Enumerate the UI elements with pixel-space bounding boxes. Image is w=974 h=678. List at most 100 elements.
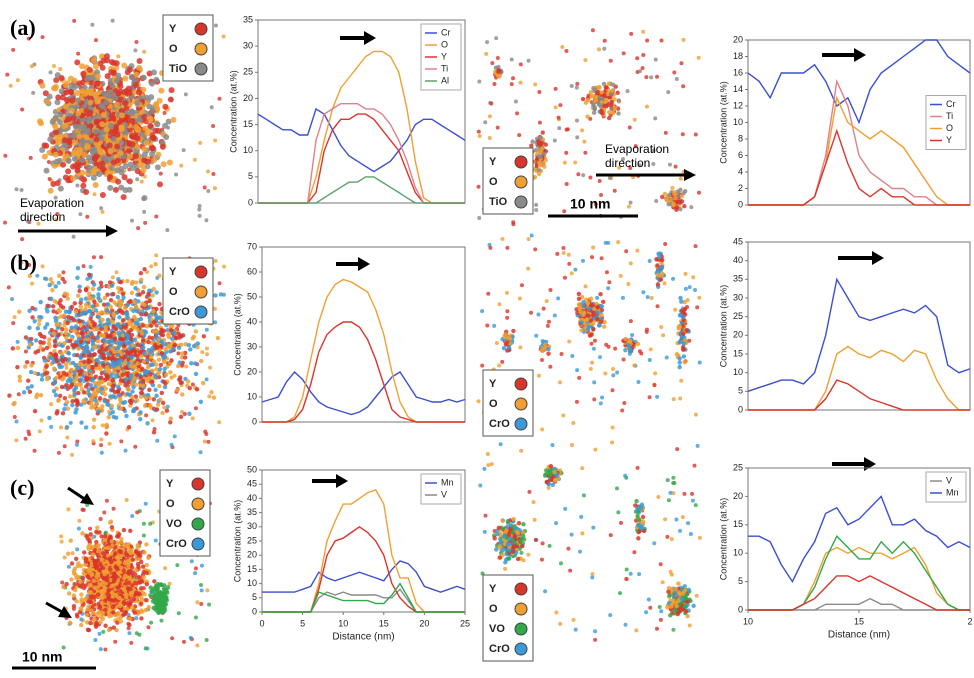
atom (135, 543, 140, 548)
atom (103, 623, 108, 628)
atom (144, 158, 151, 165)
atom (66, 357, 72, 362)
atom (477, 216, 482, 221)
atom (107, 122, 114, 129)
atom (97, 354, 103, 360)
atom (77, 518, 82, 523)
atom (99, 255, 104, 260)
atom (104, 498, 109, 503)
atom (136, 610, 142, 615)
atom (139, 601, 144, 606)
atom (143, 607, 148, 613)
atom (76, 390, 81, 396)
atom (76, 293, 81, 298)
atom (83, 134, 90, 141)
atom (139, 579, 145, 584)
atom (115, 540, 120, 545)
atom (133, 48, 138, 53)
atom (215, 335, 221, 341)
atom (157, 366, 163, 372)
atom (171, 346, 176, 351)
atom (193, 406, 198, 411)
atom (137, 591, 142, 597)
atom (185, 379, 191, 384)
atom (42, 358, 48, 363)
atom (108, 567, 113, 572)
atom (64, 335, 69, 340)
atom (113, 60, 120, 67)
atom (564, 150, 569, 155)
atom (51, 309, 56, 314)
atom (585, 114, 590, 119)
atom (681, 84, 686, 89)
atom (159, 618, 164, 623)
atom (132, 134, 139, 141)
atom (149, 264, 154, 269)
atom (27, 389, 33, 395)
atom (77, 284, 82, 289)
atom (67, 620, 73, 626)
atom (178, 414, 184, 419)
atom (99, 450, 104, 455)
atom (38, 345, 43, 351)
atom (112, 123, 119, 130)
atom (154, 214, 159, 219)
atom (144, 163, 151, 170)
atom (145, 270, 150, 275)
atom (147, 403, 153, 408)
atom (122, 100, 129, 107)
atom (158, 362, 164, 368)
atom (126, 178, 133, 185)
atom (115, 585, 120, 590)
atom (94, 73, 101, 80)
atom (151, 430, 157, 435)
atom (68, 82, 75, 89)
atom (165, 118, 172, 125)
atom (65, 116, 72, 123)
atom (195, 643, 200, 648)
atom (84, 533, 90, 539)
atom (116, 286, 121, 291)
atom (108, 333, 114, 338)
atom (64, 327, 69, 332)
atom (136, 574, 142, 580)
atom (476, 129, 481, 134)
atom (162, 384, 168, 390)
atom (141, 284, 147, 290)
atom (138, 416, 143, 422)
atom (134, 304, 139, 310)
atom (95, 302, 100, 308)
atom (644, 104, 649, 109)
atom (103, 386, 108, 391)
atom (94, 529, 99, 535)
atom (163, 134, 170, 141)
atom (653, 57, 658, 62)
atom (179, 355, 185, 360)
atom (143, 597, 149, 603)
atom (69, 561, 75, 566)
atom (187, 411, 192, 417)
atom (62, 81, 69, 88)
atom (143, 646, 148, 651)
atom (81, 264, 86, 269)
atom (130, 218, 135, 223)
atom (33, 338, 39, 343)
atom (70, 115, 77, 122)
atom (92, 323, 97, 328)
atom (76, 133, 83, 140)
atom (130, 583, 135, 588)
atom (190, 382, 195, 387)
atom (93, 308, 99, 313)
atom (616, 98, 621, 103)
atom (96, 409, 101, 414)
atom (82, 550, 87, 555)
atom (47, 282, 52, 288)
atom (104, 73, 111, 80)
atom (99, 370, 105, 376)
atom (180, 333, 186, 338)
atom (88, 590, 94, 595)
atom (79, 583, 84, 589)
atom (53, 77, 60, 84)
atom (116, 612, 121, 617)
